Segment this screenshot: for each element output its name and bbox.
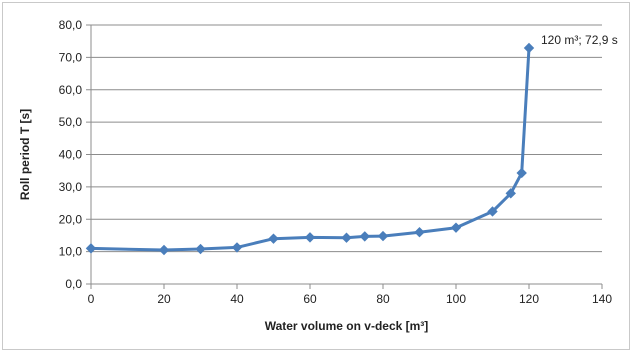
chart-frame (2, 2, 630, 350)
data-point-marker (158, 244, 170, 256)
y-tick-label: 60,0 (59, 83, 83, 97)
gridlines (91, 24, 602, 285)
y-tick-label: 70,0 (59, 50, 83, 64)
x-tick-label: 0 (88, 292, 95, 306)
data-point-marker (377, 230, 389, 242)
data-series (85, 42, 535, 256)
x-tick-label: 40 (230, 292, 244, 306)
data-point-marker (516, 167, 527, 179)
x-tick-label: 140 (592, 292, 612, 306)
x-axis-title: Water volume on v-deck [m³] (265, 319, 429, 333)
x-tick-label: 20 (157, 292, 171, 306)
y-tick-label: 40,0 (59, 148, 83, 162)
y-tick-label: 50,0 (59, 115, 83, 129)
x-tick-label: 120 (519, 292, 539, 306)
data-point-marker (359, 231, 370, 242)
data-point-marker (304, 232, 316, 243)
data-point-marker (341, 232, 352, 243)
data-point-marker (414, 226, 425, 238)
y-tick-labels: 0,0 10,0 20,0 30,0 40,0 50,0 60,0 70,0 80,0 (59, 18, 83, 291)
annotations: 120 m³; 72,9 s (541, 33, 618, 47)
data-point-marker (268, 233, 279, 244)
point-annotation: 120 m³; 72,9 s (541, 33, 618, 47)
data-point-marker (450, 222, 462, 233)
data-point-marker (505, 188, 516, 199)
y-tick-label: 10,0 (59, 245, 83, 259)
data-point-marker (231, 242, 243, 253)
axes (86, 24, 603, 289)
data-point-marker (487, 206, 498, 217)
x-tick-labels: 0 20 40 60 80 100 120 140 (88, 292, 613, 306)
data-point-marker (523, 42, 535, 54)
y-tick-label: 0,0 (65, 277, 82, 291)
x-tick-label: 80 (376, 292, 390, 306)
x-tick-label: 60 (303, 292, 317, 306)
data-point-marker (85, 243, 97, 254)
y-tick-label: 80,0 (59, 18, 83, 32)
y-tick-label: 20,0 (59, 212, 83, 226)
y-tick-label: 30,0 (59, 180, 83, 194)
x-tick-label: 100 (446, 292, 466, 306)
y-axis-title: Roll period T [s] (18, 109, 32, 200)
data-point-marker (195, 243, 206, 255)
